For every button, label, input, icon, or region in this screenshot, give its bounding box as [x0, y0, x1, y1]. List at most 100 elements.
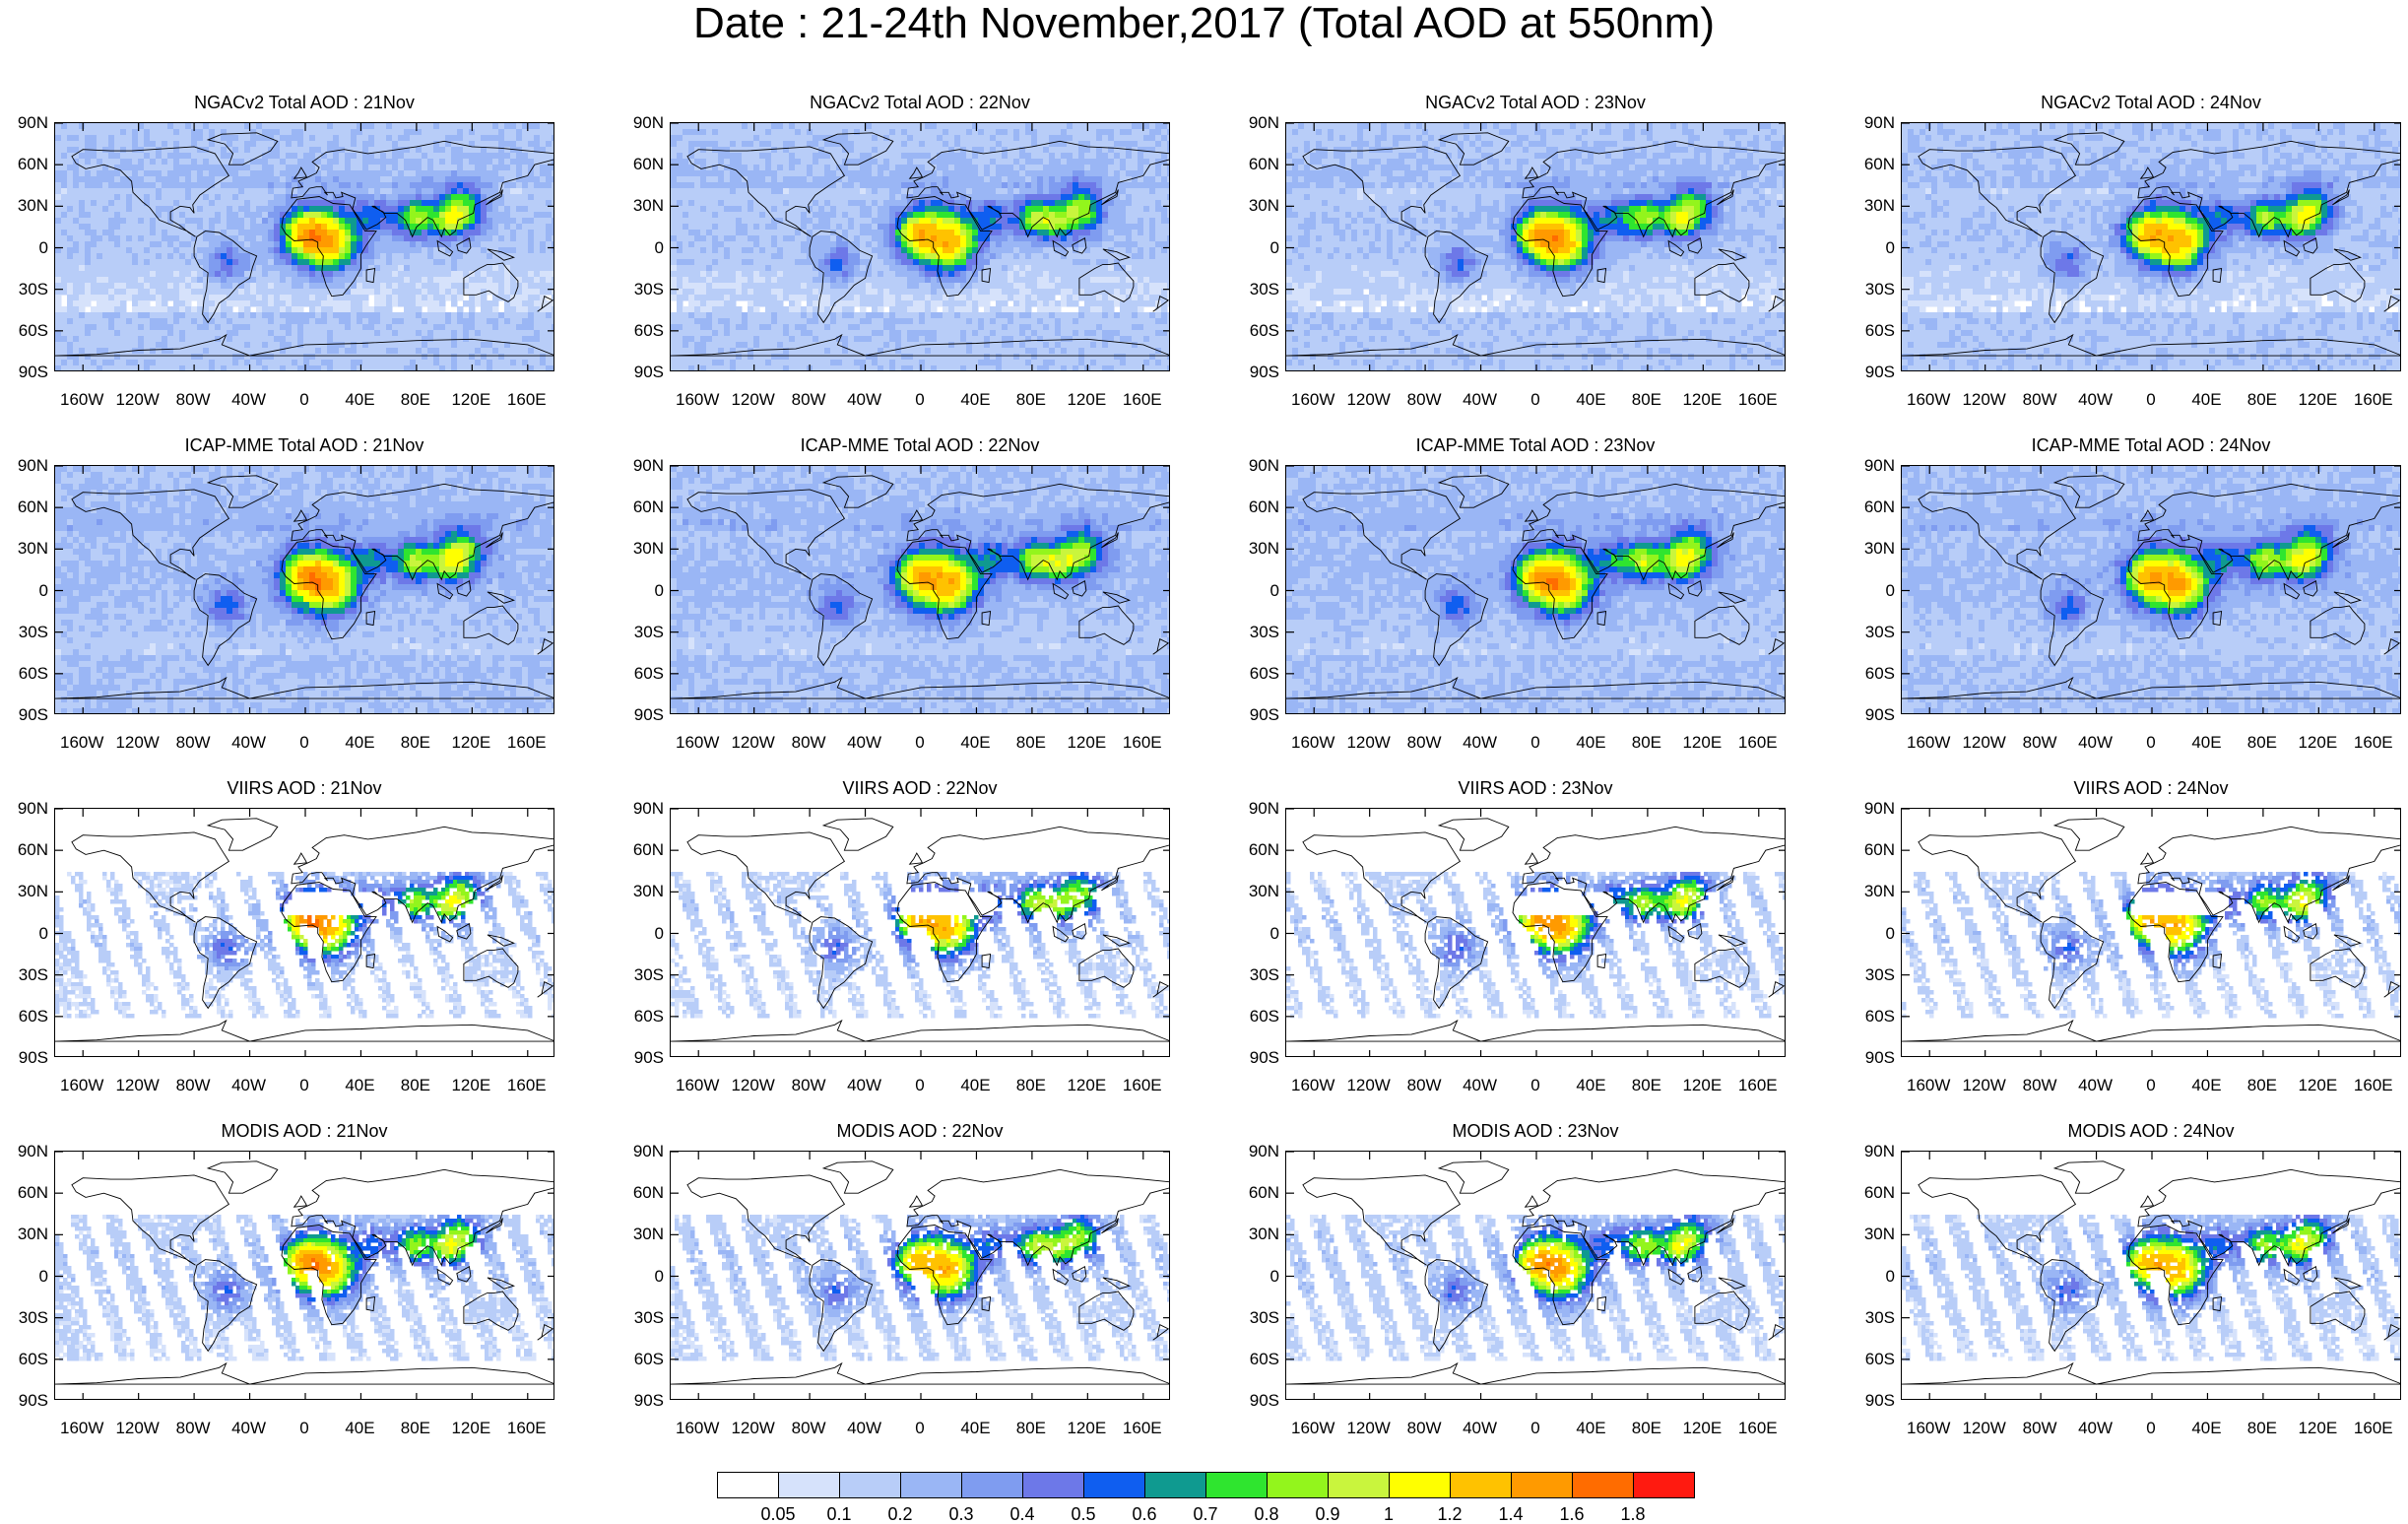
- lat-tick-label: 60N: [1846, 841, 1895, 858]
- lat-tick-label: 0: [1846, 1268, 1895, 1285]
- lat-tick-label: 90N: [1230, 114, 1279, 131]
- coastline: [294, 853, 307, 864]
- lat-tick-label: 60S: [0, 1351, 48, 1367]
- lon-tick-label: 120E: [1057, 734, 1116, 751]
- lat-tick-label: 30N: [1846, 540, 1895, 557]
- lat-tick-label: 60S: [1230, 1351, 1279, 1367]
- lon-tick-label: 120E: [441, 391, 500, 408]
- lat-tick-label: 90N: [615, 114, 664, 131]
- colorbar-swatch: [778, 1472, 840, 1498]
- lon-tick-label: 40E: [330, 1077, 389, 1093]
- lat-tick-label: 90N: [1846, 457, 1895, 474]
- lon-tick-label: 0: [275, 734, 334, 751]
- lon-tick-label: 160W: [52, 391, 111, 408]
- coastline: [1902, 1021, 2401, 1041]
- lon-tick-label: 80W: [163, 391, 223, 408]
- colorbar-label: 0.9: [1298, 1505, 1357, 1523]
- lat-tick-label: 90S: [0, 364, 48, 380]
- lon-tick-label: 120E: [441, 734, 500, 751]
- colorbar-label: 0.3: [932, 1505, 991, 1523]
- colorbar-label: 1.2: [1420, 1505, 1479, 1523]
- panel-title: VIIRS AOD : 22Nov: [670, 779, 1170, 797]
- lat-tick-label: 60S: [615, 1008, 664, 1025]
- lon-tick-label: 80W: [2010, 391, 2069, 408]
- lon-tick-label: 80E: [1617, 1420, 1676, 1436]
- lon-tick-label: 160W: [1283, 391, 1342, 408]
- lat-tick-label: 90S: [1230, 364, 1279, 380]
- lat-tick-label: 30S: [0, 966, 48, 983]
- map-plot: [1901, 465, 2401, 714]
- lat-tick-label: 60N: [1230, 841, 1279, 858]
- map-plot: [670, 122, 1170, 371]
- colorbar-swatch: [900, 1472, 962, 1498]
- lon-tick-label: 120W: [724, 734, 783, 751]
- lon-tick-label: 40W: [1451, 391, 1510, 408]
- lon-tick-label: 40E: [945, 1077, 1005, 1093]
- lon-tick-label: 80E: [1002, 1420, 1061, 1436]
- lon-tick-label: 40E: [330, 1420, 389, 1436]
- lat-tick-label: 60N: [0, 1184, 48, 1201]
- lon-tick-label: 40W: [835, 391, 894, 408]
- lon-tick-label: 40E: [1561, 391, 1620, 408]
- lon-tick-label: 80E: [386, 1077, 445, 1093]
- lon-tick-label: 160W: [668, 1077, 727, 1093]
- lon-tick-label: 80W: [1395, 1420, 1454, 1436]
- lon-tick-label: 120E: [1672, 1420, 1731, 1436]
- lon-tick-label: 40E: [1561, 734, 1620, 751]
- lat-tick-label: 30N: [1846, 197, 1895, 214]
- lon-tick-label: 40E: [945, 1420, 1005, 1436]
- colorbar-swatch: [1328, 1472, 1390, 1498]
- lat-tick-label: 30S: [0, 624, 48, 640]
- lon-tick-label: 80E: [2233, 1077, 2292, 1093]
- lon-tick-label: 80W: [163, 734, 223, 751]
- lat-tick-label: 30S: [1230, 624, 1279, 640]
- lon-tick-label: 80E: [1617, 1077, 1676, 1093]
- lat-tick-label: 30N: [1230, 540, 1279, 557]
- lon-tick-label: 40E: [2177, 1420, 2236, 1436]
- lat-tick-label: 30S: [1846, 281, 1895, 298]
- lon-tick-label: 80E: [1002, 1077, 1061, 1093]
- lat-tick-label: 30N: [0, 197, 48, 214]
- lon-tick-label: 160E: [1728, 734, 1788, 751]
- lon-tick-label: 40E: [330, 391, 389, 408]
- lon-tick-label: 120W: [1339, 1077, 1399, 1093]
- colorbar-label: 0.5: [1054, 1505, 1113, 1523]
- map-plot: [1285, 122, 1786, 371]
- lat-tick-label: 30N: [0, 540, 48, 557]
- lat-tick-label: 90N: [1846, 114, 1895, 131]
- lon-tick-label: 120E: [441, 1420, 500, 1436]
- lat-tick-label: 60N: [0, 841, 48, 858]
- colorbar-label: 0.1: [810, 1505, 869, 1523]
- colorbar-swatch: [1144, 1472, 1206, 1498]
- lon-tick-label: 120W: [1955, 1077, 2014, 1093]
- coastline: [671, 1363, 1170, 1384]
- lat-tick-label: 90N: [615, 457, 664, 474]
- colorbar-swatch: [1572, 1472, 1634, 1498]
- aod-field: [1902, 123, 2401, 371]
- lat-tick-label: 90S: [0, 706, 48, 723]
- lat-tick-label: 60N: [615, 498, 664, 515]
- aod-field: [55, 1152, 554, 1400]
- lat-tick-label: 30N: [615, 197, 664, 214]
- lon-tick-label: 120E: [2288, 391, 2347, 408]
- lat-tick-label: 90S: [1230, 1049, 1279, 1066]
- map-plot: [54, 122, 554, 371]
- lat-tick-label: 60N: [615, 156, 664, 172]
- lat-tick-label: 90S: [1846, 1049, 1895, 1066]
- lat-tick-label: 90S: [0, 1392, 48, 1409]
- lon-tick-label: 80W: [2010, 734, 2069, 751]
- lat-tick-label: 90N: [615, 1143, 664, 1160]
- lat-tick-label: 60S: [0, 665, 48, 682]
- lat-tick-label: 0: [0, 582, 48, 599]
- lat-tick-label: 30N: [1230, 197, 1279, 214]
- lat-tick-label: 30N: [615, 540, 664, 557]
- map-plot: [54, 465, 554, 714]
- map-plot: [1901, 122, 2401, 371]
- lon-tick-label: 160W: [52, 1077, 111, 1093]
- lon-tick-label: 120E: [1057, 1077, 1116, 1093]
- aod-field: [671, 123, 1170, 371]
- lat-tick-label: 90N: [1846, 800, 1895, 817]
- lon-tick-label: 120W: [108, 391, 167, 408]
- lon-tick-label: 40E: [330, 734, 389, 751]
- lon-tick-label: 120W: [1955, 391, 2014, 408]
